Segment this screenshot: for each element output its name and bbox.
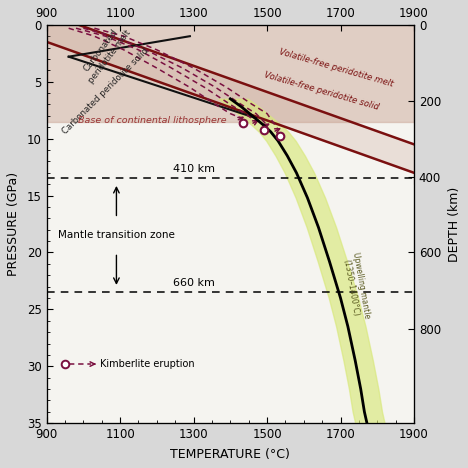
Text: 660 km: 660 km: [173, 278, 214, 288]
Text: Carbonated peridotite solid: Carbonated peridotite solid: [60, 46, 150, 136]
Text: Base of continental lithosphere: Base of continental lithosphere: [78, 116, 227, 125]
Text: Upwelling mantle
(1350–1400°C): Upwelling mantle (1350–1400°C): [341, 252, 371, 322]
Text: Carbonated
peridotite melt: Carbonated peridotite melt: [78, 22, 133, 85]
Bar: [47, 25, 414, 122]
Text: Kimberlite eruption: Kimberlite eruption: [100, 359, 195, 369]
Text: 410 km: 410 km: [173, 164, 214, 175]
X-axis label: TEMPERATURE (°C): TEMPERATURE (°C): [170, 448, 290, 461]
Text: Volatile-free peridotite solid: Volatile-free peridotite solid: [263, 70, 380, 111]
Y-axis label: PRESSURE (GPa): PRESSURE (GPa): [7, 172, 20, 276]
Text: Mantle transition zone: Mantle transition zone: [58, 230, 175, 241]
Text: Volatile-free peridotite melt: Volatile-free peridotite melt: [278, 47, 395, 89]
Y-axis label: DEPTH (km): DEPTH (km): [448, 186, 461, 262]
